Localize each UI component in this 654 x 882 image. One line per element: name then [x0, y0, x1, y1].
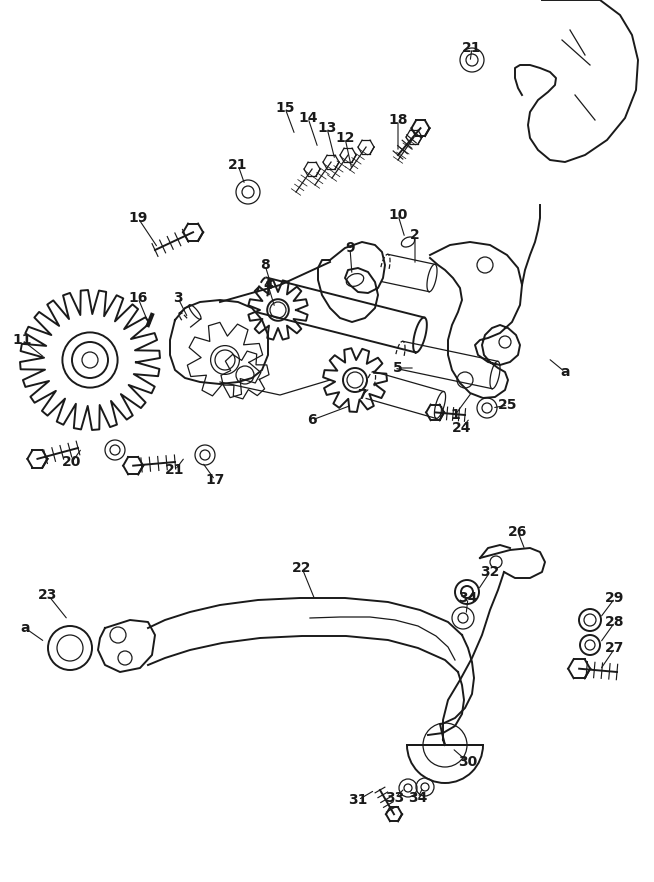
Text: 34: 34: [408, 791, 428, 805]
Text: 14: 14: [298, 111, 318, 125]
Text: 23: 23: [39, 588, 58, 602]
Text: 13: 13: [317, 121, 337, 135]
Text: 25: 25: [498, 398, 518, 412]
Text: 34: 34: [458, 591, 477, 605]
Text: 21: 21: [228, 158, 248, 172]
Text: 4: 4: [263, 278, 273, 292]
Text: 18: 18: [388, 113, 407, 127]
Ellipse shape: [347, 273, 364, 287]
Text: 26: 26: [508, 525, 528, 539]
Text: 32: 32: [480, 565, 500, 579]
Text: 33: 33: [385, 791, 405, 805]
Ellipse shape: [402, 237, 415, 247]
Text: 3: 3: [173, 291, 183, 305]
Text: 24: 24: [453, 421, 472, 435]
Text: 2: 2: [410, 228, 420, 242]
Text: 11: 11: [12, 333, 32, 347]
Text: 8: 8: [260, 258, 270, 272]
Text: a: a: [20, 621, 29, 635]
Text: 17: 17: [205, 473, 225, 487]
Text: 7: 7: [357, 388, 367, 402]
Text: 1: 1: [450, 408, 460, 422]
Text: a: a: [560, 365, 570, 379]
Text: 28: 28: [605, 615, 625, 629]
Wedge shape: [407, 745, 483, 783]
Text: 22: 22: [292, 561, 312, 575]
Text: 12: 12: [336, 131, 354, 145]
Text: 30: 30: [458, 755, 477, 769]
Text: 27: 27: [606, 641, 625, 655]
Text: 31: 31: [349, 793, 368, 807]
Text: 16: 16: [128, 291, 148, 305]
Text: 20: 20: [62, 455, 82, 469]
Text: 21: 21: [165, 463, 184, 477]
Text: 5: 5: [393, 361, 403, 375]
Text: 15: 15: [275, 101, 295, 115]
Text: 19: 19: [128, 211, 148, 225]
Text: 6: 6: [307, 413, 317, 427]
Text: 21: 21: [462, 41, 482, 55]
Text: 29: 29: [606, 591, 625, 605]
Text: 10: 10: [388, 208, 407, 222]
Text: 9: 9: [345, 241, 355, 255]
